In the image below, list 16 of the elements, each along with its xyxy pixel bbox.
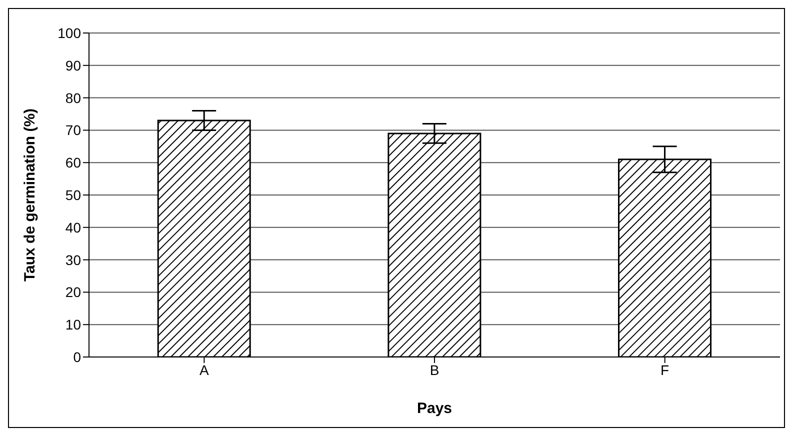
- y-tick-label: 70: [65, 122, 82, 138]
- y-tick-label: 30: [65, 252, 82, 268]
- y-tick-label: 40: [65, 219, 82, 236]
- y-tick-label: 20: [65, 284, 82, 300]
- y-tick-label: 60: [65, 154, 82, 171]
- x-tick-label: B: [430, 362, 440, 378]
- y-axis-title: Taux de germination (%): [21, 108, 38, 282]
- y-tick-label: 100: [58, 24, 82, 41]
- y-tick-label: 50: [65, 186, 82, 203]
- y-tick-label: 0: [73, 348, 82, 365]
- x-tick-label: A: [199, 362, 210, 378]
- x-tick-label: F: [660, 362, 670, 378]
- x-axis-title: Pays: [416, 400, 452, 417]
- y-tick-label: 10: [65, 316, 82, 333]
- y-tick-label: 80: [65, 90, 82, 106]
- y-tick-label: 90: [65, 57, 82, 74]
